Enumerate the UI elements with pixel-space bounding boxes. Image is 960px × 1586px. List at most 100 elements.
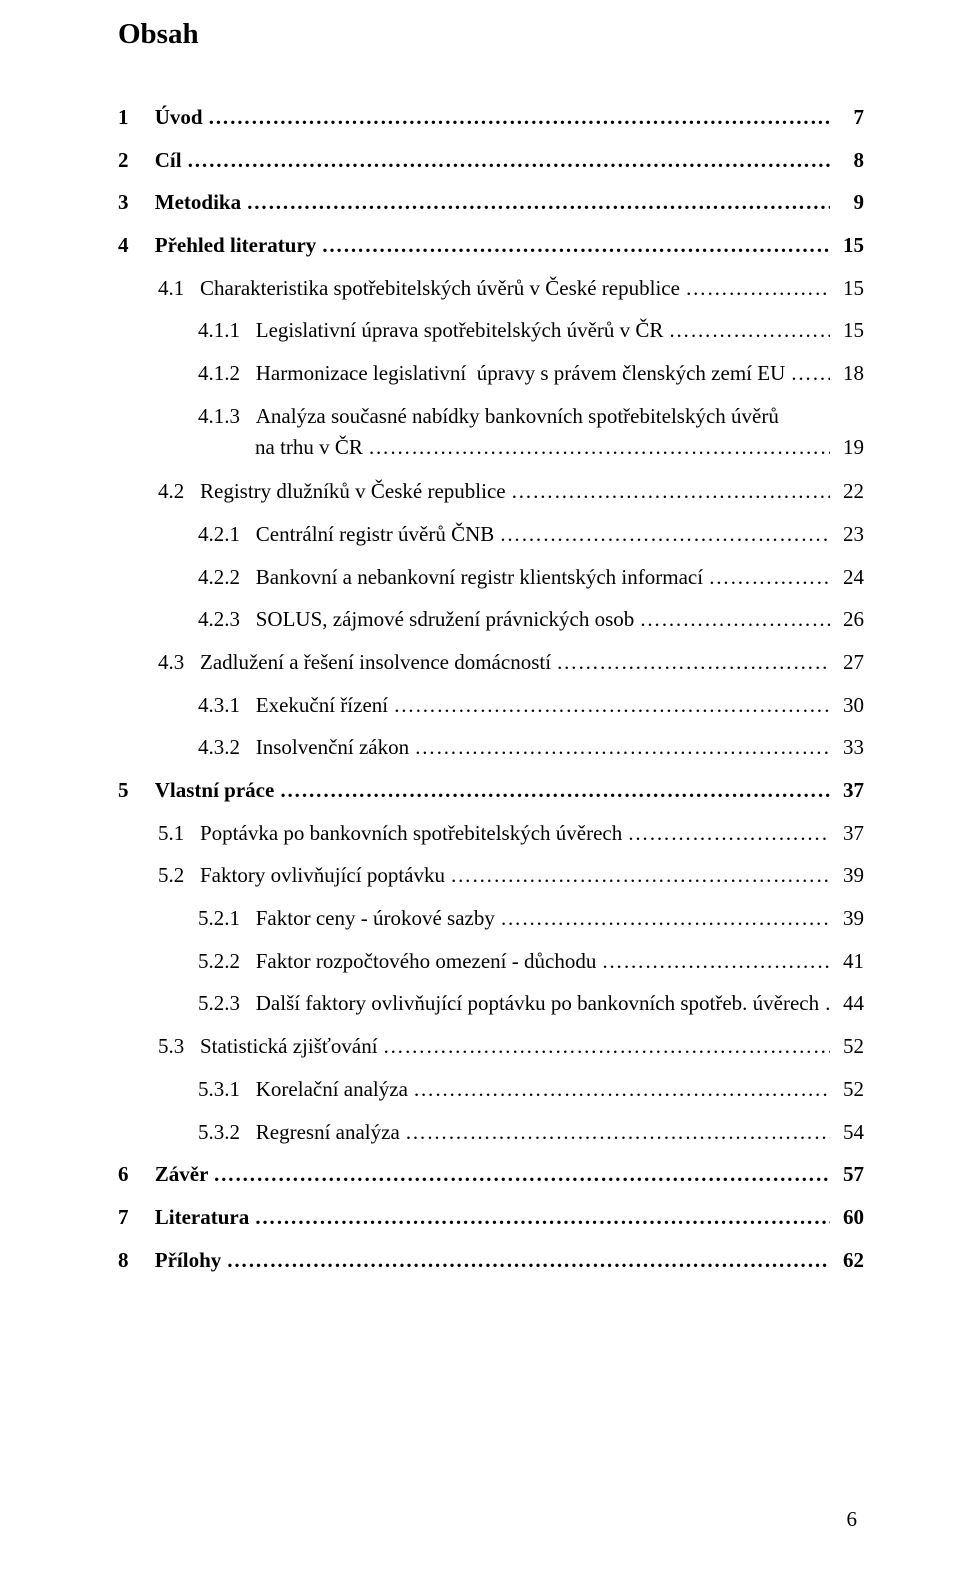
toc-leader: ……………………………………………………………………………………………………………: [669, 320, 830, 341]
toc-leader: ……………………………………………………………………………………………………………: [254, 1207, 830, 1228]
toc-leader: ……………………………………………………………………………………………………………: [405, 1122, 830, 1143]
toc-entry-page: 30: [830, 695, 864, 716]
toc-leader: ……………………………………………………………………………………………………………: [208, 107, 830, 128]
toc-entry: 2 Cíl ……………………………………………………………………………………………: [118, 150, 864, 171]
toc-entry-label: SOLUS, zájmové sdružení právnických osob: [256, 609, 640, 630]
toc-entry-number: 4.3.1: [198, 695, 256, 716]
toc-entry: 4.3 Zadlužení a řešení insolvence domácn…: [118, 652, 864, 673]
toc-leader: ……………………………………………………………………………………………………………: [685, 278, 830, 299]
toc-entry-page: 60: [830, 1207, 864, 1228]
toc-entry: 1 Úvod …………………………………………………………………………………………: [118, 107, 864, 128]
toc-entry-label: Regresní analýza: [256, 1122, 405, 1143]
toc-entry-page: 26: [830, 609, 864, 630]
table-of-contents: 1 Úvod …………………………………………………………………………………………: [118, 107, 864, 1271]
toc-entry-page: 33: [830, 737, 864, 758]
toc-entry-number: 4.1.1: [198, 320, 256, 341]
toc-leader: ……………………………………………………………………………………………………………: [213, 1164, 830, 1185]
toc-entry-label: Přílohy: [155, 1250, 227, 1271]
toc-entry-label: Metodika: [155, 192, 247, 213]
toc-entry-number: 4.2.3: [198, 609, 256, 630]
toc-entry-number: 5.3: [158, 1036, 200, 1057]
toc-entry: 4.2 Registry dlužníků v České republice …: [118, 481, 864, 502]
toc-entry-page: 22: [830, 481, 864, 502]
toc-entry-page: 18: [830, 363, 864, 384]
toc-entry: 4.2.3 SOLUS, zájmové sdružení právnickýc…: [118, 609, 864, 630]
toc-entry-label: Exekuční řízení: [256, 695, 394, 716]
toc-entry-page: 37: [830, 780, 864, 801]
toc-entry-page: 39: [830, 908, 864, 929]
toc-entry-label: Legislativní úprava spotřebitelských úvě…: [256, 320, 669, 341]
toc-leader: ……………………………………………………………………………………………………………: [383, 1036, 830, 1057]
toc-entry-label: Insolvenční zákon: [256, 737, 415, 758]
toc-entry-number: 4.3.2: [198, 737, 256, 758]
toc-leader: ……………………………………………………………………………………………………………: [500, 524, 830, 545]
toc-entry-page: 52: [830, 1079, 864, 1100]
toc-entry-label: Další faktory ovlivňující poptávku po ba…: [256, 993, 825, 1014]
toc-entry-label: Poptávka po bankovních spotřebitelských …: [200, 823, 627, 844]
toc-leader: ……………………………………………………………………………………………………………: [280, 780, 830, 801]
toc-leader: ……………………………………………………………………………………………………………: [393, 695, 830, 716]
toc-entry-label: Faktor ceny - úrokové sazby: [256, 908, 500, 929]
toc-entry-label: Analýza současné nabídky bankovních spot…: [256, 406, 784, 427]
toc-entry-label: Korelační analýza: [256, 1079, 413, 1100]
toc-entry-page: 52: [830, 1036, 864, 1057]
toc-entry: 5.2.3 Další faktory ovlivňující poptávku…: [118, 993, 864, 1014]
toc-leader: ……………………………………………………………………………………………………………: [627, 823, 830, 844]
toc-entry-page: 9: [830, 192, 864, 213]
toc-entry-page: 23: [830, 524, 864, 545]
toc-leader: ……………………………………………………………………………………………………………: [556, 652, 830, 673]
toc-entry: 4.1.1 Legislativní úprava spotřebitelský…: [118, 320, 864, 341]
toc-entry-page: 15: [830, 320, 864, 341]
toc-entry: 4.1.2 Harmonizace legislativní úpravy s …: [118, 363, 864, 384]
toc-entry: 4.3.2 Insolvenční zákon ……………………………………………: [118, 737, 864, 758]
toc-entry-page: 19: [830, 435, 864, 460]
toc-entry-number: 7: [118, 1207, 155, 1228]
toc-entry: 5 Vlastní práce …………………………………………………………………: [118, 780, 864, 801]
toc-leader: ……………………………………………………………………………………………………………: [414, 737, 830, 758]
toc-entry: 7 Literatura …………………………………………………………………………: [118, 1207, 864, 1228]
toc-entry-label: Vlastní práce: [155, 780, 280, 801]
toc-leader: ……………………………………………………………………………………………………………: [246, 192, 830, 213]
toc-entry-number: 1: [118, 107, 155, 128]
toc-entry: 4 Přehled literatury ……………………………………………………: [118, 235, 864, 256]
toc-entry-number: 6: [118, 1164, 155, 1185]
toc-entry-label: Harmonizace legislativní úpravy s právem…: [256, 363, 791, 384]
toc-entry: 5.2.1 Faktor ceny - úrokové sazby …………………: [118, 908, 864, 929]
toc-entry: 5.3 Statistická zjišťování ……………………………………: [118, 1036, 864, 1057]
toc-entry-label: Centrální registr úvěrů ČNB: [256, 524, 500, 545]
toc-entry-page: 44: [830, 993, 864, 1014]
toc-entry-page: 57: [830, 1164, 864, 1185]
toc-entry-label: Zadlužení a řešení insolvence domácností: [200, 652, 556, 673]
toc-entry-number: 5.2.3: [198, 993, 256, 1014]
toc-entry: 5.1 Poptávka po bankovních spotřebitelsk…: [118, 823, 864, 844]
toc-entry-page: 39: [830, 865, 864, 886]
toc-entry-label: Registry dlužníků v České republice: [200, 481, 511, 502]
toc-entry-number: 3: [118, 192, 155, 213]
toc-entry-number: 4.1.3: [198, 406, 256, 427]
toc-entry: 5.3.1 Korelační analýza ……………………………………………: [118, 1079, 864, 1100]
toc-leader: ……………………………………………………………………………………………………………: [708, 567, 830, 588]
toc-entry-page: 24: [830, 567, 864, 588]
toc-entry-number: 5.1: [158, 823, 200, 844]
toc-leader: ……………………………………………………………………………………………………………: [322, 235, 830, 256]
toc-entry-label: Faktory ovlivňující poptávku: [200, 865, 450, 886]
toc-leader: ……………………………………………………………………………………………………………: [500, 908, 830, 929]
toc-entry-number: 5.2.1: [198, 908, 256, 929]
toc-entry-continuation: na trhu v ČR …………………………………………………………………………: [255, 435, 864, 460]
toc-entry: 4.2.1 Centrální registr úvěrů ČNB …………………: [118, 524, 864, 545]
toc-leader: ……………………………………………………………………………………………………………: [602, 951, 830, 972]
toc-entry-label: Charakteristika spotřebitelských úvěrů v…: [200, 278, 685, 299]
toc-entry: 5.3.2 Regresní analýza ………………………………………………: [118, 1122, 864, 1143]
toc-entry-label: Závěr: [155, 1164, 214, 1185]
toc-entry-label: na trhu v ČR: [255, 435, 368, 460]
toc-entry-number: 4.2.2: [198, 567, 256, 588]
toc-entry: 4.1 Charakteristika spotřebitelských úvě…: [118, 278, 864, 299]
page-number-footer: 6: [847, 1507, 858, 1532]
toc-entry-label: Literatura: [155, 1207, 255, 1228]
toc-entry-label: Faktor rozpočtového omezení - důchodu: [256, 951, 602, 972]
toc-entry: 4.1.3 Analýza současné nabídky bankovníc…: [118, 406, 864, 427]
toc-entry-number: 5.2.2: [198, 951, 256, 972]
toc-entry-label: Úvod: [155, 107, 208, 128]
toc-entry-page: 7: [830, 107, 864, 128]
page-title: Obsah: [118, 18, 864, 51]
